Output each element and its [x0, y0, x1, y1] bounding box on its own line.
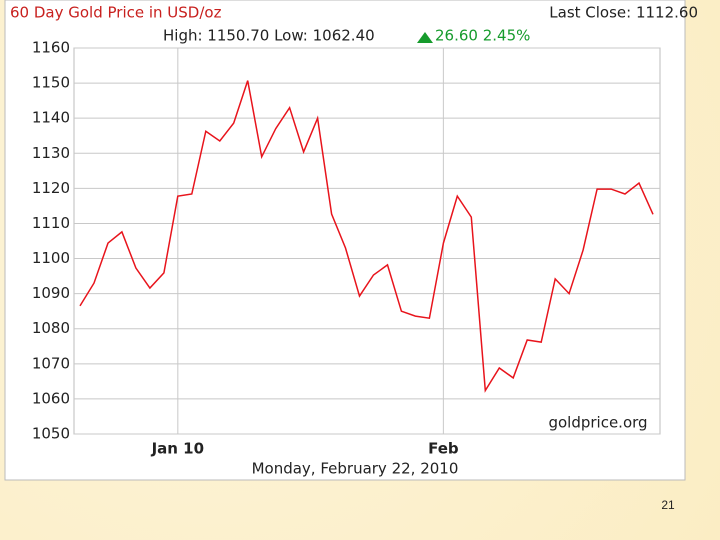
y-tick-label: 1150 [32, 74, 70, 92]
x-tick-label: Feb [428, 440, 459, 458]
x-axis-label: Monday, February 22, 2010 [252, 460, 459, 478]
y-tick-label: 1140 [32, 109, 70, 127]
slide-number: 21 [661, 498, 675, 512]
y-tick-label: 1080 [32, 319, 70, 337]
plot-area [73, 47, 661, 435]
y-tick-label: 1050 [32, 425, 70, 443]
y-tick-label: 1100 [32, 249, 70, 267]
chart-title: 60 Day Gold Price in USD/oz [10, 4, 222, 22]
y-tick-label: 1110 [32, 214, 70, 232]
y-tick-label: 1120 [32, 179, 70, 197]
y-tick-label: 1070 [32, 354, 70, 372]
y-tick-label: 1130 [32, 144, 70, 162]
last-close: Last Close: 1112.60 [549, 4, 698, 22]
up-arrow [417, 32, 433, 43]
change: 26.60 2.45% [435, 27, 530, 45]
y-tick-label: 1060 [32, 389, 70, 407]
price-line [79, 80, 654, 393]
y-tick-label: 1160 [32, 39, 70, 57]
source: goldprice.org [548, 414, 647, 432]
x-tick-label: Jan 10 [151, 440, 204, 458]
y-tick-label: 1090 [32, 284, 70, 302]
high-low: High: 1150.70 Low: 1062.40 [163, 27, 375, 45]
